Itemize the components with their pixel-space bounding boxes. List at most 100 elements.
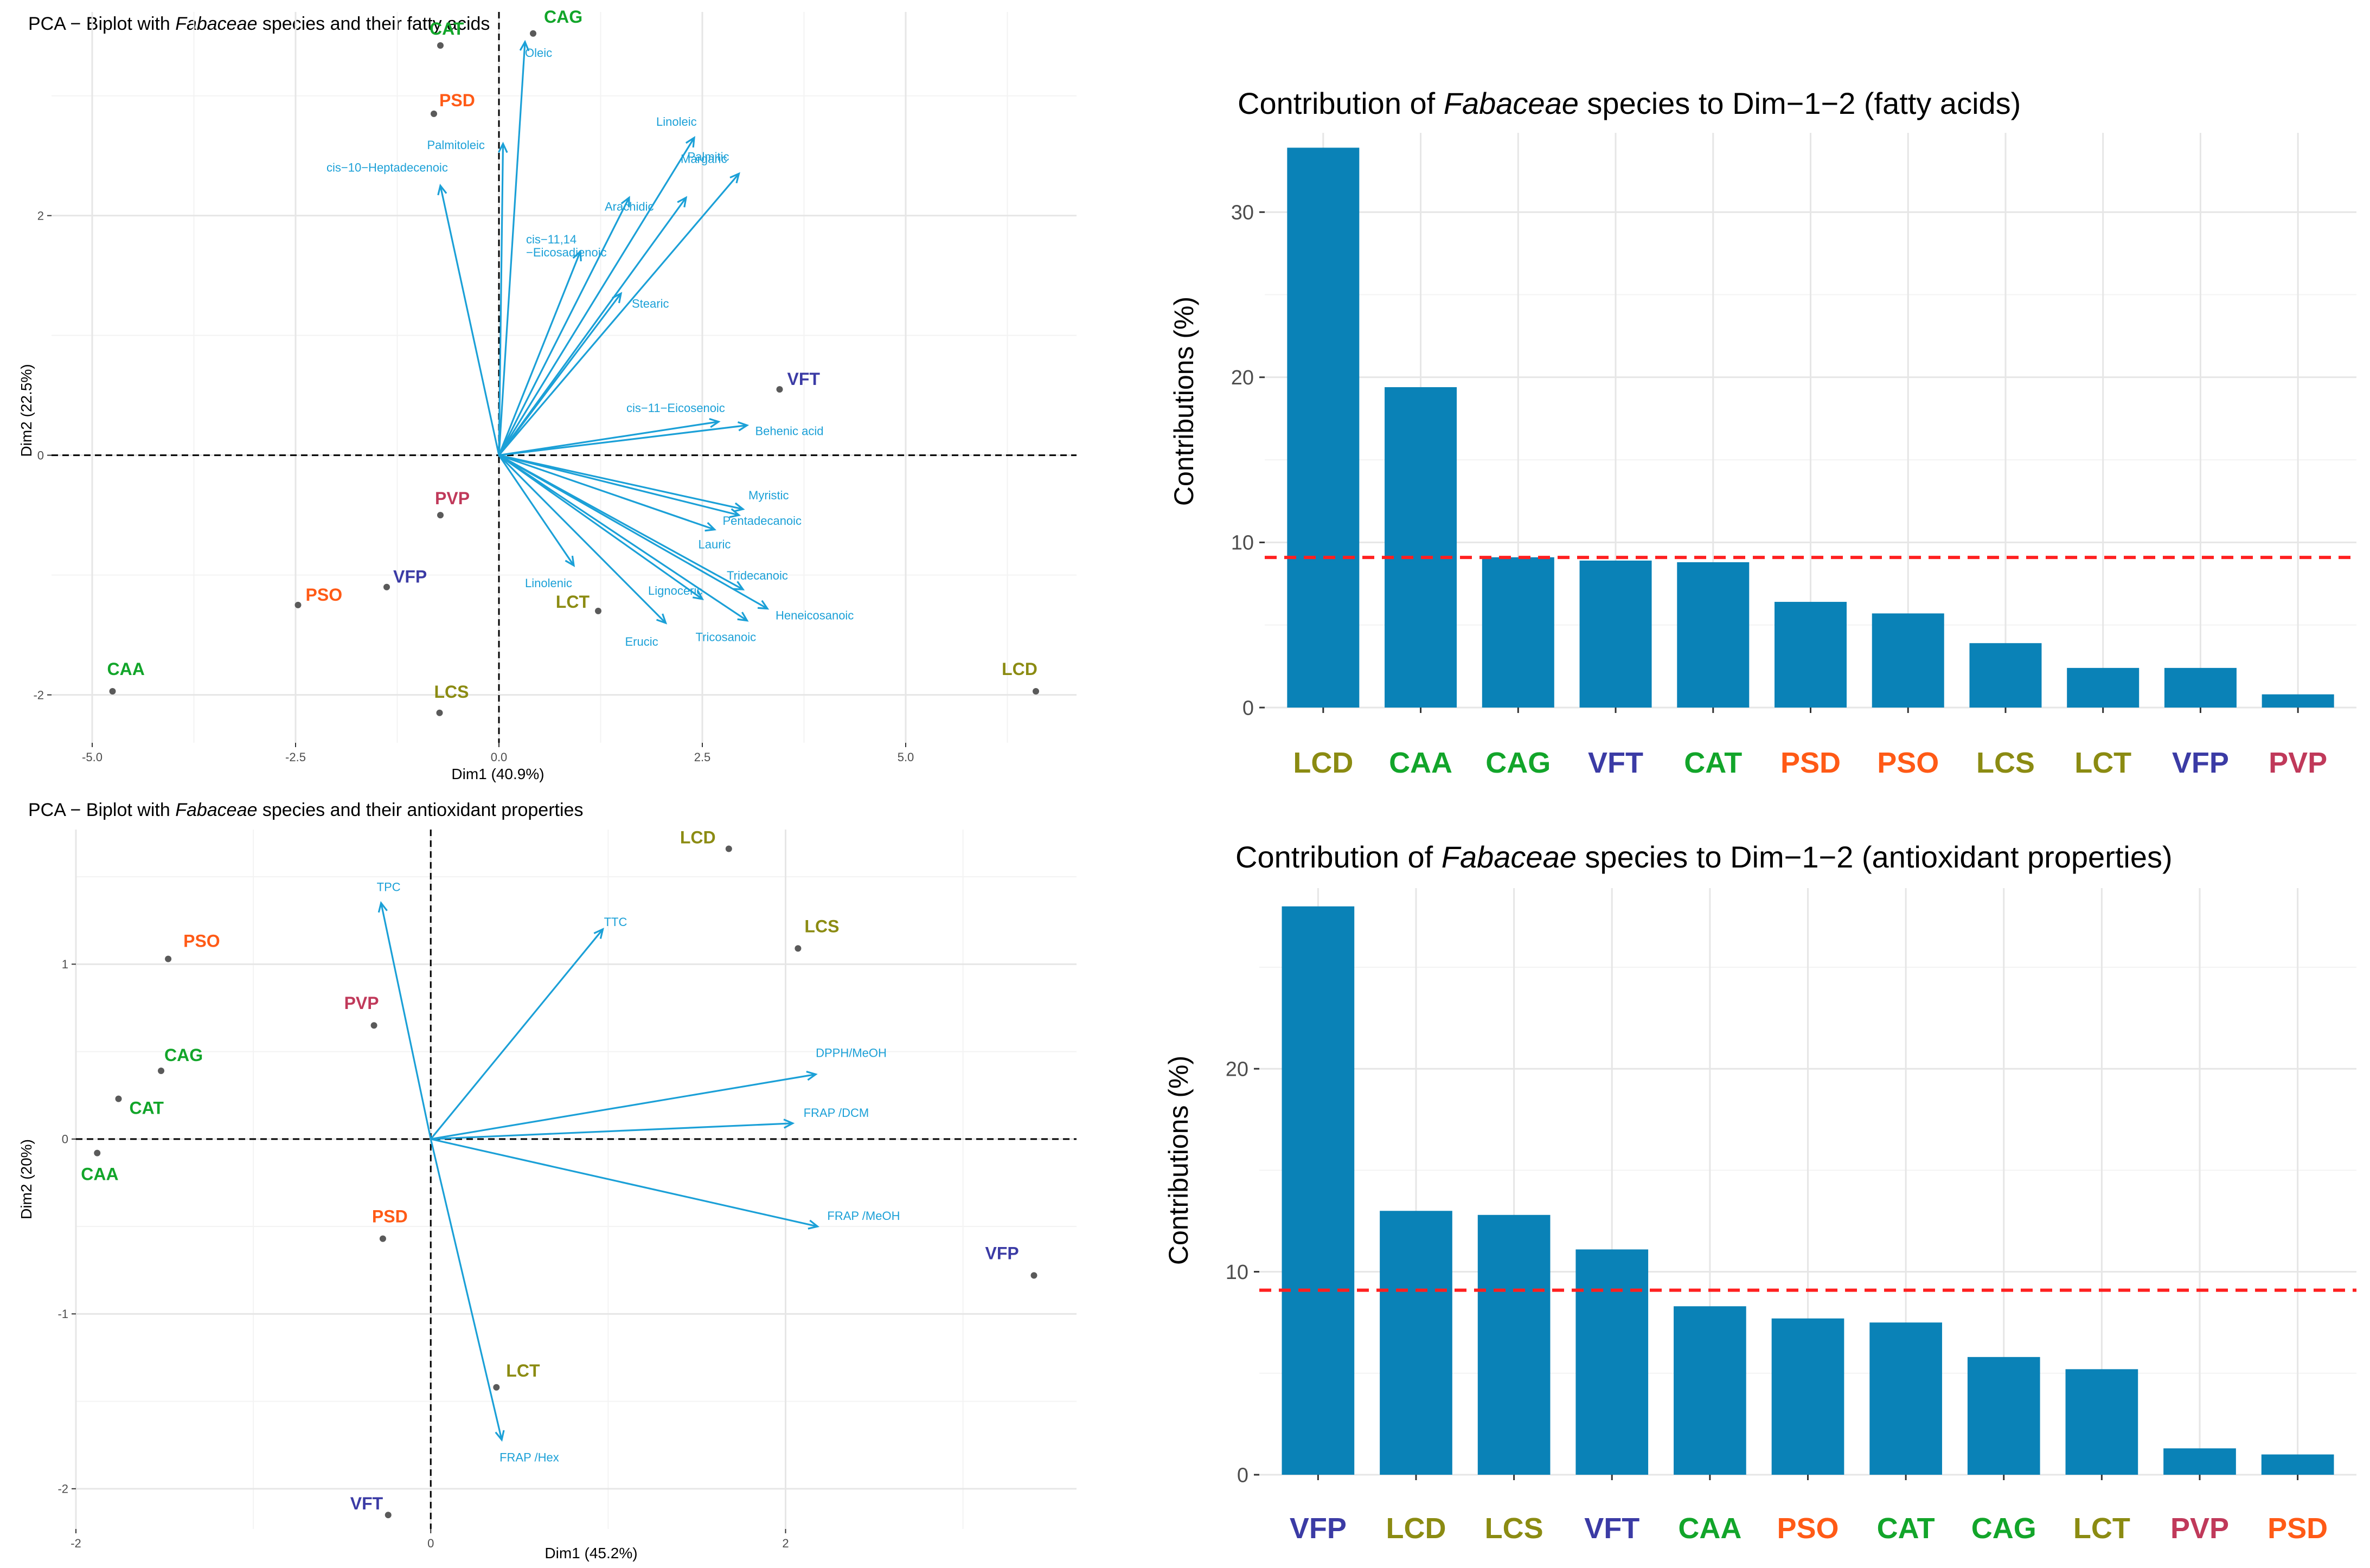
individual-point — [383, 583, 390, 590]
y-tick-label: -1 — [57, 1307, 68, 1321]
pca-antiox-xlabel: Dim1 (45.2%) — [545, 1545, 637, 1561]
variable-label: Palmitoleic — [427, 138, 485, 152]
y-tick-label: 2 — [37, 209, 44, 222]
pca-antiox-title: PCA − Biplot with Fabaceae species and t… — [28, 800, 583, 820]
variable-arrow — [498, 454, 744, 510]
contribution-bar — [1579, 560, 1652, 708]
category-label: LCT — [2073, 1512, 2130, 1545]
pca-fatty-xlabel: Dim1 (40.9%) — [451, 766, 544, 782]
arrow-head — [704, 522, 716, 532]
variable-label: TTC — [604, 915, 627, 929]
contribution-bar — [1771, 1318, 1844, 1475]
arrow-head — [737, 612, 749, 622]
variable-arrow — [430, 1073, 816, 1140]
pca-fatty-title: PCA − Biplot with Fabaceae species and t… — [28, 14, 490, 34]
arrow-head — [495, 1430, 505, 1442]
variable-arrow — [498, 454, 768, 609]
contribution-bar — [1872, 613, 1944, 708]
category-label: PSD — [2267, 1512, 2328, 1545]
variable-label: TPC — [377, 880, 401, 894]
arrow-head — [565, 555, 575, 567]
variable-arrow — [498, 173, 740, 456]
arrow-head — [685, 136, 695, 148]
y-tick-label: 20 — [1231, 367, 1254, 389]
category-label: VFT — [1588, 747, 1643, 779]
individual-point — [370, 1022, 377, 1029]
individual-label: CAA — [107, 659, 145, 679]
contribution-bar — [1282, 906, 1355, 1475]
individual-label: LCS — [804, 916, 839, 936]
variable-arrow — [498, 197, 630, 456]
variable-arrow — [498, 454, 667, 624]
variable-label: Tridecanoic — [727, 569, 788, 582]
variable-arrow — [498, 454, 748, 621]
y-tick-label: 0 — [1242, 697, 1254, 719]
variable-label: cis−11−Eicosenoic — [626, 401, 725, 415]
contribution-bar — [2262, 694, 2334, 708]
contrib-antioxidant-panel: Contribution of Fabaceae species to Dim−… — [1163, 840, 2356, 1545]
category-label: CAT — [1684, 747, 1742, 779]
individual-label: PSD — [439, 91, 475, 110]
contribution-bar — [2163, 1448, 2236, 1475]
contribution-bar — [1380, 1211, 1452, 1475]
variable-label: FRAP /DCM — [804, 1106, 869, 1120]
individual-label: PSO — [306, 585, 343, 605]
arrow-head — [709, 417, 721, 428]
variable-label: FRAP /MeOH — [827, 1209, 900, 1223]
category-label: LCD — [1293, 747, 1353, 779]
individual-label: PSO — [183, 931, 220, 951]
category-label: LCD — [1386, 1512, 1446, 1545]
arrow-head — [733, 502, 745, 512]
arrow-head — [729, 172, 740, 184]
arrow-head — [737, 421, 750, 432]
variable-arrow — [430, 1139, 503, 1440]
variable-label: Margaric — [681, 152, 727, 166]
contribution-bar — [1477, 1214, 1551, 1475]
category-label: PVP — [2269, 747, 2327, 779]
variable-arrow — [431, 1122, 793, 1140]
individual-label: VFT — [350, 1494, 383, 1513]
variable-label: Tricosanoic — [696, 631, 757, 644]
category-label: LCS — [1976, 747, 2035, 779]
contribution-bar — [1674, 1306, 1746, 1475]
individual-point — [94, 1149, 101, 1156]
category-label: LCS — [1485, 1512, 1543, 1545]
category-label: CAA — [1678, 1512, 1741, 1545]
individual-point — [530, 30, 536, 37]
contribution-bar — [1967, 1357, 2040, 1475]
variable-label: Palmitic — [688, 150, 729, 163]
arrow-head — [808, 1219, 819, 1230]
individual-label: CAT — [130, 1098, 164, 1118]
arrow-head — [729, 508, 741, 518]
variable-arrow — [498, 144, 504, 455]
variable-label: Oleic — [525, 46, 552, 60]
arrow-head — [677, 196, 688, 208]
variable-label: Behenic acid — [755, 424, 824, 438]
arrow-head — [572, 249, 582, 262]
category-label: CAG — [1971, 1512, 2036, 1545]
variable-label: Lignoceric — [648, 584, 702, 597]
x-tick-label: -2 — [71, 1537, 81, 1550]
x-tick-label: -2.5 — [285, 750, 306, 764]
contrib-fatty-title: Contribution of Fabaceae species to Dim−… — [1238, 86, 2021, 120]
category-label: PVP — [2170, 1512, 2229, 1545]
arrow-head — [733, 581, 745, 590]
individual-point — [595, 607, 601, 614]
arrow-head — [377, 901, 388, 913]
contribution-bar — [2065, 1369, 2138, 1475]
individual-point — [109, 687, 116, 695]
variable-arrow — [498, 197, 687, 456]
y-tick-label: -2 — [57, 1482, 68, 1496]
individual-point — [437, 42, 444, 49]
arrow-head — [692, 590, 704, 600]
category-label: LCT — [2074, 747, 2131, 779]
contribution-bar — [1677, 562, 1750, 708]
y-tick-label: 0 — [62, 1133, 68, 1146]
variable-arrow — [498, 421, 719, 457]
arrow-head — [806, 1070, 818, 1081]
contribution-bar — [1869, 1322, 1942, 1475]
arrow-head — [519, 40, 530, 52]
contribution-bar — [1482, 557, 1554, 708]
contribution-bar — [2164, 667, 2237, 708]
